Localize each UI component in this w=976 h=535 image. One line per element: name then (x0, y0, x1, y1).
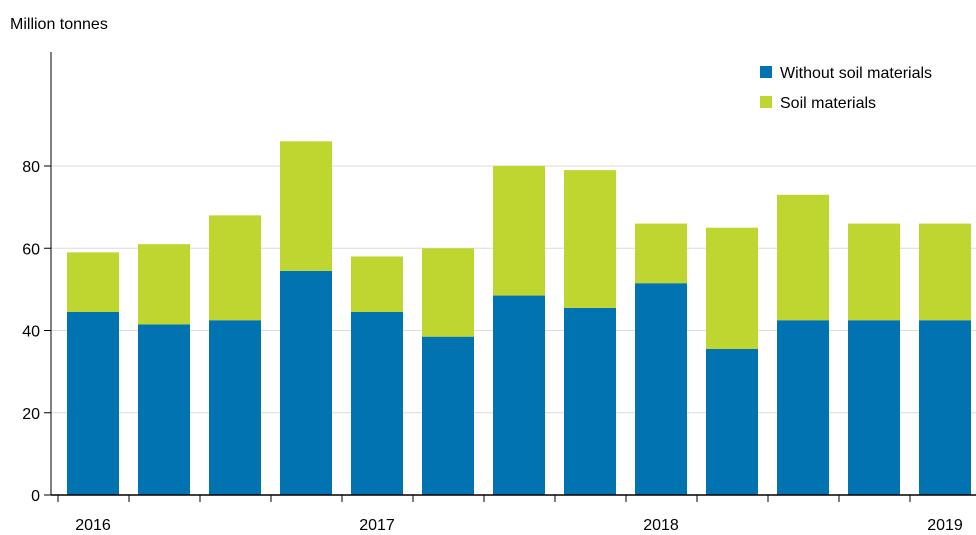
y-tick-label: 40 (22, 324, 40, 341)
x-tick-label: 2019 (927, 517, 963, 534)
x-tick-labels: 2016 2017 2018 2019 (75, 517, 963, 534)
bar-segment-soil (777, 194, 829, 321)
bar-segment-without-soil (919, 320, 971, 495)
y-tick-label: 80 (22, 159, 40, 176)
legend-swatch (760, 66, 772, 78)
x-tick-label: 2018 (643, 517, 679, 534)
bar-segment-without-soil (777, 320, 829, 495)
bar-segment-without-soil (209, 320, 261, 495)
x-tick-label: 2016 (75, 517, 111, 534)
bar-segment-soil (919, 223, 971, 321)
bar-segment-without-soil (138, 324, 190, 495)
bar-segment-without-soil (67, 311, 119, 495)
bar-segment-without-soil (422, 336, 474, 495)
bar-segment-soil (564, 170, 616, 308)
y-tick-label: 60 (22, 241, 40, 258)
bar-segment-soil (280, 141, 332, 271)
bar-segment-soil (848, 223, 900, 321)
bar-segment-without-soil (493, 295, 545, 495)
x-tick-label: 2017 (359, 517, 395, 534)
bar-segment-without-soil (848, 320, 900, 495)
axes (44, 52, 976, 502)
legend-label: Without soil materials (780, 65, 932, 82)
legend: Without soil materials Soil materials (760, 65, 932, 112)
bar-segment-soil (706, 227, 758, 350)
y-tick-label: 20 (22, 406, 40, 423)
y-axis-unit-label: Million tonnes (10, 16, 108, 33)
y-tick-label: 0 (31, 488, 40, 505)
bar-segment-without-soil (706, 349, 758, 495)
bar-segment-soil (209, 215, 261, 321)
bar-segment-soil (635, 223, 687, 284)
bar-segment-without-soil (635, 283, 687, 495)
legend-label: Soil materials (780, 95, 876, 112)
bar-segment-soil (138, 244, 190, 325)
bar-segment-soil (493, 166, 545, 296)
bar-segment-soil (351, 256, 403, 312)
bar-segment-soil (67, 252, 119, 312)
bar-segment-without-soil (351, 311, 403, 495)
y-tick-labels: 0 20 40 60 80 (22, 159, 40, 505)
bar-segment-soil (422, 248, 474, 337)
bar-segment-without-soil (564, 307, 616, 495)
legend-swatch (760, 96, 772, 108)
bar-segment-without-soil (280, 270, 332, 495)
bars (67, 141, 971, 495)
